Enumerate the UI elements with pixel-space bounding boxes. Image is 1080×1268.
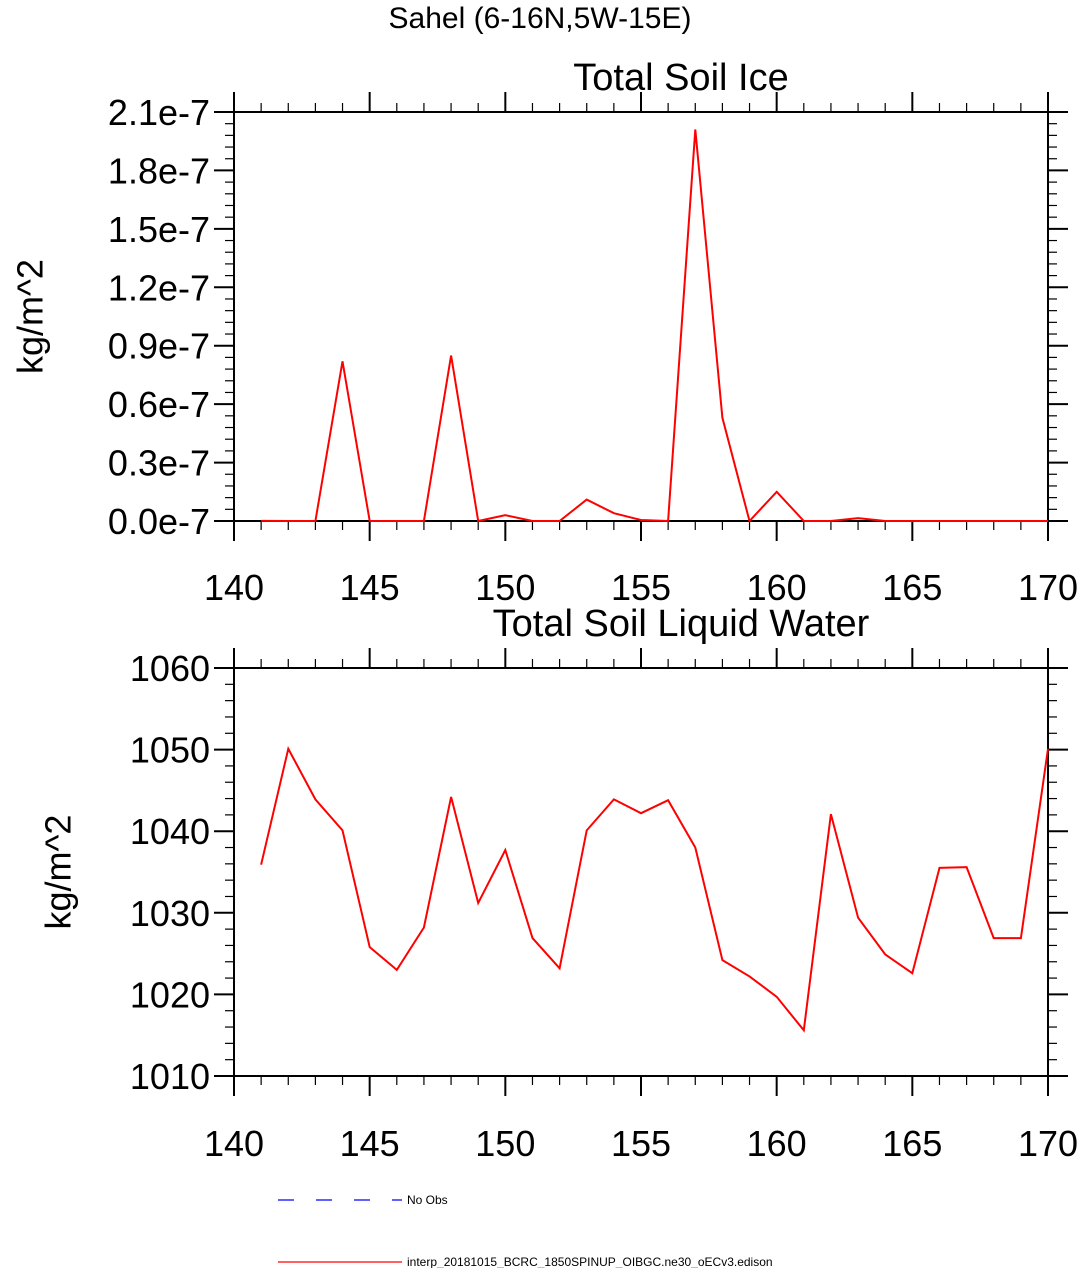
- x-tick-label: 150: [475, 1123, 535, 1164]
- y-tick-label: 1.2e-7: [108, 267, 210, 308]
- y-tick-label: 0.3e-7: [108, 443, 210, 484]
- plot-frame: [233, 667, 1049, 1077]
- y-axis-label: kg/m^2: [38, 815, 79, 930]
- x-tick-label: 155: [611, 567, 671, 608]
- x-tick-label: 165: [882, 1123, 942, 1164]
- series-line: [260, 745, 1049, 1033]
- legend: No Obs interp_20181015_BCRC_1850SPINUP_OI…: [278, 1193, 773, 1268]
- y-tick-label: 1.5e-7: [108, 209, 210, 250]
- y-tick-label: 0.6e-7: [108, 384, 210, 425]
- x-tick-label: 165: [882, 567, 942, 608]
- x-tick-label: 150: [475, 567, 535, 608]
- y-tick-label: 1010: [130, 1056, 210, 1097]
- panel-2: Total Soil Liquid Water kg/m^2 140 145 150 15…: [38, 603, 1079, 1164]
- x-tick-label: 160: [747, 1123, 807, 1164]
- y-tick-label: 1030: [130, 893, 210, 934]
- y-tick-label: 0.9e-7: [108, 326, 210, 367]
- y-tick-label: 1020: [130, 974, 210, 1015]
- panel-title: Total Soil Liquid Water: [493, 603, 870, 645]
- y-tick-label: 2.1e-7: [108, 92, 210, 133]
- x-tick-label: 170: [1018, 567, 1078, 608]
- figure-title: Sahel (6-16N,5W-15E): [389, 2, 692, 35]
- panel-1: Total Soil Ice kg/m^2 140 145 150 155 160 165 17…: [10, 57, 1079, 608]
- x-tick-label: 155: [611, 1123, 671, 1164]
- y-tick-label: 1040: [130, 811, 210, 852]
- x-tick-label: 170: [1018, 1123, 1078, 1164]
- legend-label: interp_20181015_BCRC_1850SPINUP_OIBGC.ne…: [407, 1255, 773, 1268]
- series-line: [261, 129, 1048, 524]
- x-tick-label: 140: [204, 1123, 264, 1164]
- y-tick-label: 1.8e-7: [108, 150, 210, 191]
- plot-frame: [233, 111, 1049, 522]
- panel-title: Total Soil Ice: [573, 57, 788, 99]
- x-tick-label: 145: [340, 567, 400, 608]
- x-tick-label: 160: [747, 567, 807, 608]
- x-tick-label: 140: [204, 567, 264, 608]
- y-axis-label: kg/m^2: [10, 259, 51, 374]
- legend-label: No Obs: [407, 1193, 448, 1207]
- x-tick-label: 145: [340, 1123, 400, 1164]
- y-tick-label: 1060: [130, 648, 210, 689]
- y-tick-label: 0.0e-7: [108, 501, 210, 542]
- y-tick-label: 1050: [130, 730, 210, 771]
